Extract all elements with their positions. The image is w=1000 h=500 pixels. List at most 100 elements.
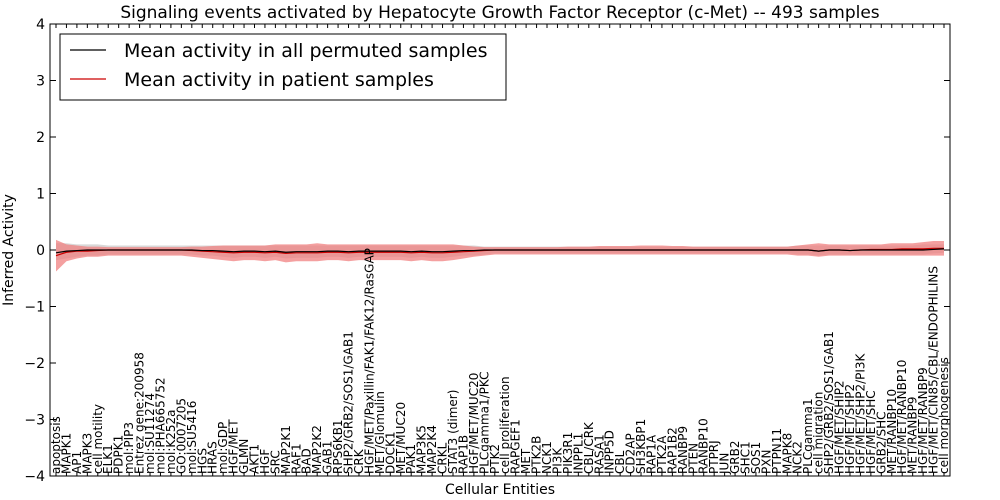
x-tick-label: mol:K252a	[164, 409, 178, 474]
x-tick-label: HGF/MET/SHIP2	[833, 380, 847, 474]
x-tick-label: BAD	[300, 448, 314, 474]
x-tick-label: MAP2K1	[279, 425, 293, 474]
x-tick-label: CBL	[613, 450, 627, 474]
x-tick-label: RPS6KB1	[331, 419, 345, 474]
x-tick-label: MAP2K2	[310, 425, 324, 474]
x-tick-label: MAPK3	[80, 433, 94, 474]
x-tick-label: RANBP10	[697, 418, 711, 474]
x-tick-label: CRKL	[436, 442, 450, 474]
x-tick-label: mol:SU11274	[143, 393, 157, 474]
line-series-0	[55, 248, 945, 254]
x-tick-label: CD2AP	[624, 433, 638, 474]
chart-title: Signaling events activated by Hepatocyte…	[120, 3, 879, 23]
x-tick-label: NCK2	[791, 441, 805, 474]
x-tick-label: HGF/MET/SHP2	[843, 384, 857, 474]
x-axis-label: Cellular Entities	[445, 482, 555, 498]
x-tick-label: SHP2/GRB2/SOS1/GAB1	[342, 331, 356, 474]
x-tick-label: SHP2/GRB2/SOS1/GAB1	[822, 331, 836, 474]
y-tick-label: −2	[24, 356, 45, 372]
x-tick-label: PTEN	[686, 443, 700, 474]
x-tick-label: GAB1	[321, 441, 335, 474]
x-tick-label: RAP1A	[644, 434, 658, 474]
x-tick-label: HRAS	[206, 441, 220, 474]
x-tick-label: RAP1B	[456, 435, 470, 474]
x-tick-label: MAPK1	[59, 433, 73, 474]
y-tick-label: 0	[36, 243, 45, 259]
x-tick-label: mol:PHA665752	[153, 377, 167, 474]
x-tick-label: PAK1	[404, 444, 418, 474]
legend-permuted-label: Mean activity in all permuted samples	[124, 40, 487, 62]
x-tick-label: mol:GDP	[216, 422, 230, 474]
x-tick-label: HGF/MET/MUC20	[467, 373, 481, 474]
x-tick-label: PTPRJ	[707, 440, 721, 474]
x-tick-label: AKT1	[247, 444, 261, 474]
x-tick-label: SOS1	[749, 442, 763, 474]
x-tick-label: cell proliferation	[498, 376, 512, 474]
x-tick-label: PTK2B	[530, 436, 544, 474]
bands-layer	[56, 239, 944, 272]
legend-box	[59, 33, 507, 101]
x-tick-label: INPPL1	[571, 433, 585, 474]
x-tick-label: SRC	[268, 450, 282, 474]
x-tick-label: cell morphogenesis	[937, 357, 951, 474]
y-tick-label: 1	[36, 187, 45, 203]
legend: Mean activity in all permuted samples Me…	[59, 33, 507, 101]
x-tick-label: MAP2K4	[425, 425, 439, 474]
x-tick-label: GLMN	[237, 439, 251, 474]
x-tick-label: INPP5D	[603, 430, 617, 474]
x-tick-label: RASA1	[592, 434, 606, 474]
x-tick-label: PTPN11	[770, 428, 784, 474]
x-tick-label: MET/Glomulin	[373, 391, 387, 474]
y-tick-label: −4	[24, 469, 45, 485]
band-series-1	[56, 239, 944, 272]
x-tick-label: cell migration	[812, 392, 826, 474]
x-tick-label: PDPK1	[112, 435, 126, 474]
y-tick-label: −3	[24, 413, 45, 429]
x-tick-label: JUN	[718, 453, 732, 475]
x-tick-label: HGF/MET/Paxillin/FAK1/FAK12/RasGAP	[362, 248, 376, 474]
x-tick-label: MAPK8	[780, 433, 794, 474]
x-tick-label: MET/MUC20	[394, 402, 408, 474]
x-tick-label: HGS	[195, 448, 209, 474]
x-tick-label: GO:0007205	[174, 398, 188, 474]
x-tick-label: PI3K	[550, 447, 564, 474]
x-tick-label: PTK2	[488, 444, 502, 474]
legend-patient-label: Mean activity in patient samples	[124, 69, 434, 91]
x-tick-label: SHC1	[739, 441, 753, 474]
x-tick-label: PTK2A	[655, 435, 669, 474]
x-tick-label: CRK	[352, 448, 366, 474]
y-tick-label: 2	[36, 130, 45, 146]
x-tick-label: RAPGEF1	[509, 419, 523, 474]
x-tick-label: PLCgamma1/PKC	[477, 371, 491, 474]
x-tick-label: HGF/MET/RANBP10	[895, 360, 909, 474]
y-axis-label: Inferred Activity	[1, 194, 17, 306]
x-tick-label: MET/RANBP10	[885, 389, 899, 474]
x-tick-label: apoptosis	[49, 416, 63, 474]
x-tick-label: Entrez gene:200958	[133, 352, 147, 474]
lines-layer	[55, 247, 945, 257]
x-tick-label: HGF/MET/SHP2/PI3K	[853, 352, 867, 474]
x-tick-label: GRB2/SHC	[874, 411, 888, 474]
x-tick-label: ELK1	[101, 444, 115, 474]
x-tick-label: STAT3 (dimer)	[446, 390, 460, 474]
x-tick-label: DOCK1	[383, 431, 397, 474]
x-tick-label: HGF	[258, 449, 272, 474]
x-tick-label: HGF/MET/SHC	[864, 390, 878, 474]
x-tick-label: MAP3K5	[415, 425, 429, 474]
x-tick-label: SH3KBP1	[634, 419, 648, 474]
x-tick-label: AP1	[70, 451, 84, 474]
x-tick-label: NCK1	[540, 441, 554, 474]
x-tick-label: HGF/MET/RANBP9	[916, 367, 930, 474]
x-tick-label: MET/RANBP9	[906, 397, 920, 474]
x-tick-label: CBL/CRK	[582, 421, 596, 474]
x-tick-label: RAP1B2	[665, 427, 679, 474]
x-tick-label: PIK3R1	[561, 432, 575, 474]
x-tick-label: mol:PIP3	[122, 422, 136, 474]
x-tick-label: RAF1	[289, 443, 303, 474]
x-tick-label: PXN	[759, 450, 773, 474]
y-axis: −4 −3 −2 −1 0 1 2 3 4	[24, 17, 950, 485]
y-tick-label: 4	[36, 17, 45, 33]
x-tick-label: RANBP9	[676, 426, 690, 474]
